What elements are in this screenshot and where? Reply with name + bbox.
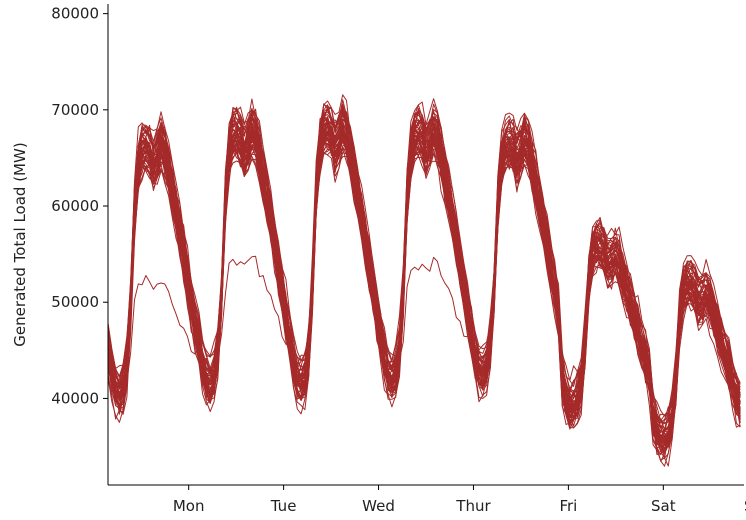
series-line — [108, 137, 740, 452]
x-tick-label: Mon — [173, 497, 205, 515]
series-line — [108, 148, 740, 443]
y-tick-label: 70000 — [51, 101, 99, 119]
series-line — [108, 143, 740, 454]
series-line — [108, 126, 740, 448]
x-tick-label: Sat — [651, 497, 676, 515]
series-line — [108, 152, 740, 450]
series-line — [108, 137, 740, 452]
series-line — [108, 127, 740, 445]
series-line — [108, 133, 740, 459]
series-lines — [108, 95, 740, 466]
series-line — [108, 133, 740, 446]
series-line — [108, 129, 740, 448]
series-line — [108, 135, 740, 450]
y-axis-title: Generated Total Load (MW) — [11, 142, 29, 346]
series-line — [108, 129, 740, 447]
axes — [108, 4, 744, 485]
series-line — [108, 136, 740, 466]
y-tick-label: 50000 — [51, 293, 99, 311]
x-ticks: MonTueWedThurFriSatSun — [173, 485, 746, 515]
series-line — [108, 133, 740, 449]
series-line — [108, 143, 740, 454]
series-line — [108, 125, 740, 450]
series-line — [108, 126, 740, 452]
series-line — [108, 131, 740, 451]
series-line — [108, 128, 740, 446]
x-tick-label: Fri — [559, 497, 577, 515]
series-line — [108, 122, 740, 459]
x-tick-label: Wed — [362, 497, 395, 515]
y-tick-label: 80000 — [51, 5, 99, 23]
y-tick-label: 40000 — [51, 389, 99, 407]
y-ticks: 40000 50000 60000 70000 80000 — [51, 5, 108, 408]
series-line — [108, 149, 740, 466]
y-tick-label: 60000 — [51, 197, 99, 215]
x-tick-label: Tue — [270, 497, 297, 515]
x-tick-label: Thur — [455, 497, 491, 515]
series-line — [108, 138, 740, 462]
